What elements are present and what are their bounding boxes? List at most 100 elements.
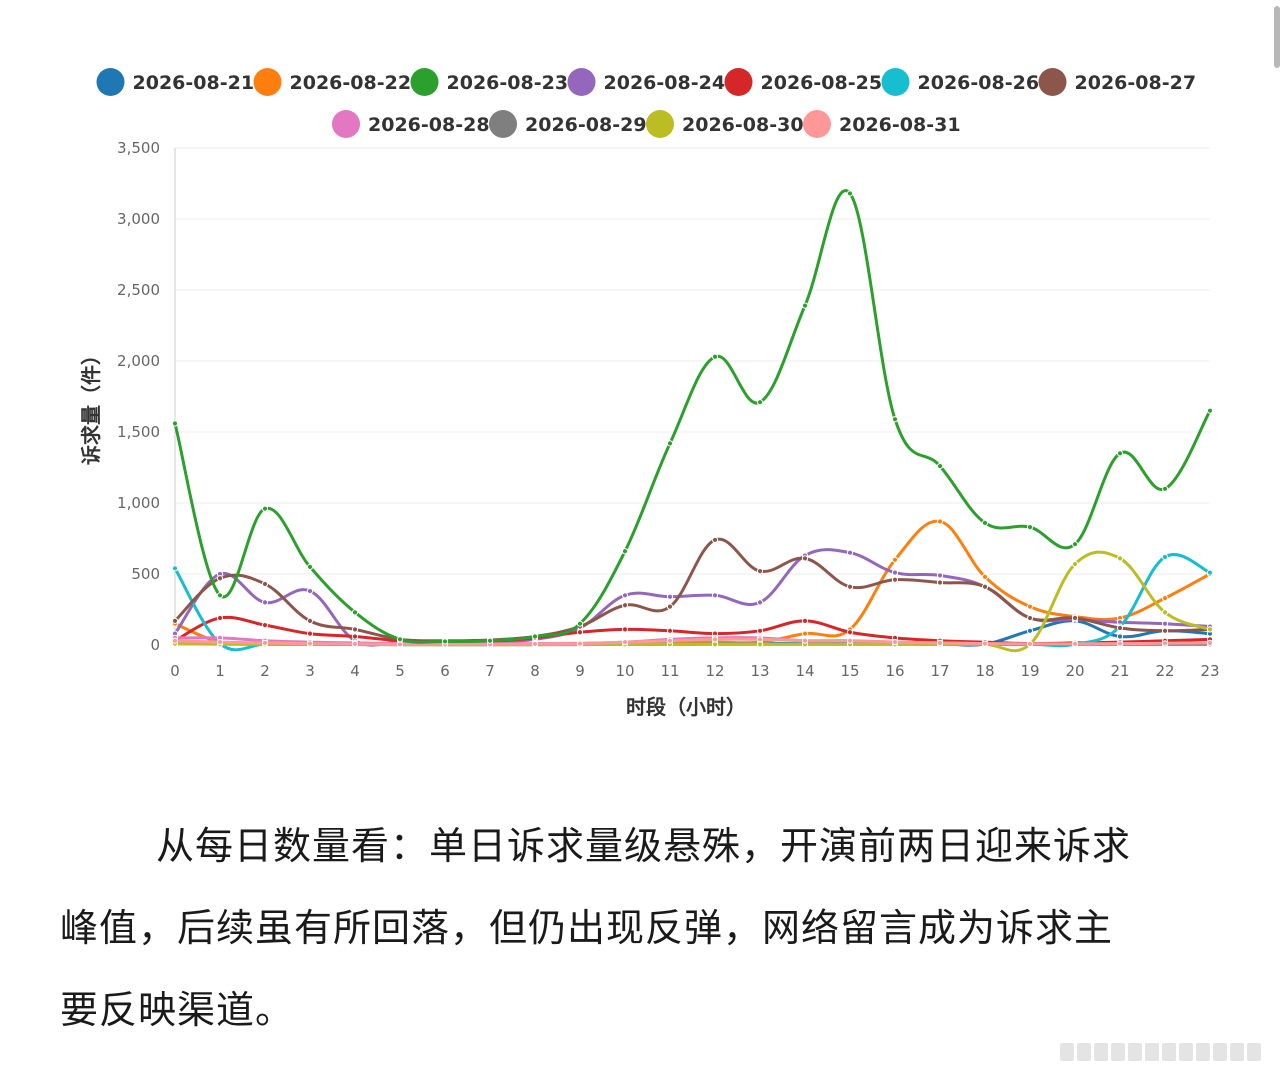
data-point — [351, 626, 359, 633]
data-point — [351, 609, 359, 616]
data-point — [891, 556, 899, 563]
caption-paragraph: 从每日数量看：单日诉求量级悬殊，开演前两日迎来诉求 峰值，后续虽有所回落，但仍出… — [60, 805, 1230, 1051]
legend-marker — [567, 68, 596, 96]
y-tick-label: 0 — [150, 636, 160, 654]
data-point — [351, 640, 359, 647]
data-point — [306, 640, 314, 647]
series-line — [174, 637, 1211, 646]
data-point — [621, 639, 629, 646]
data-point — [1161, 553, 1169, 561]
caption-line-3: 要反映渠道。 — [60, 988, 295, 1032]
y-tick-label: 1,000 — [117, 494, 160, 512]
data-point — [981, 583, 989, 590]
legend-item-2026-08-26[interactable]: 2026-08-26 — [881, 68, 1040, 96]
legend-marker — [489, 110, 517, 138]
x-axis-title: 时段（小时） — [626, 695, 746, 719]
data-point — [261, 622, 269, 629]
x-tick-label: 19 — [1020, 662, 1039, 680]
data-point — [306, 617, 314, 624]
data-point — [216, 639, 224, 646]
x-tick-label: 5 — [395, 662, 405, 680]
legend-item-2026-08-31[interactable]: 2026-08-31 — [803, 110, 961, 138]
data-point — [846, 629, 854, 636]
legend-label: 2026-08-31 — [839, 114, 961, 136]
y-tick-label: 2,000 — [117, 352, 160, 370]
legend-marker — [1038, 68, 1067, 96]
data-point — [801, 637, 809, 644]
vertical-scrollbar[interactable] — [1270, 0, 1284, 1080]
legend-marker — [410, 68, 439, 96]
y-tick-label: 1,500 — [117, 423, 160, 441]
legend-item-2026-08-23[interactable]: 2026-08-23 — [410, 68, 569, 96]
data-point — [171, 637, 179, 644]
legend-item-2026-08-21[interactable]: 2026-08-21 — [96, 68, 255, 96]
x-tick-label: 8 — [530, 662, 540, 680]
legend-label: 2026-08-24 — [604, 72, 726, 94]
x-tick-label: 16 — [885, 662, 904, 680]
data-point — [441, 638, 449, 645]
data-point — [306, 563, 314, 571]
data-point — [1071, 640, 1079, 647]
data-point — [1116, 555, 1124, 562]
data-point — [171, 617, 179, 624]
data-point — [351, 633, 359, 640]
data-point — [1026, 640, 1034, 647]
data-point — [1026, 603, 1034, 610]
legend-marker — [803, 110, 831, 138]
legend-item-2026-08-24[interactable]: 2026-08-24 — [567, 68, 726, 96]
data-point — [216, 592, 224, 599]
x-tick-label: 20 — [1065, 662, 1084, 680]
data-point — [756, 599, 764, 606]
data-point — [621, 626, 629, 633]
legend-marker — [646, 110, 674, 138]
legend-item-2026-08-25[interactable]: 2026-08-25 — [724, 68, 883, 96]
x-tick-label: 21 — [1110, 662, 1129, 680]
x-tick-label: 3 — [305, 662, 315, 680]
data-point — [711, 636, 719, 643]
data-point — [756, 641, 764, 648]
data-point — [801, 617, 809, 624]
data-point — [666, 627, 674, 634]
data-point — [621, 548, 629, 555]
data-point — [756, 636, 764, 643]
data-point — [666, 593, 674, 600]
legend-item-2026-08-29[interactable]: 2026-08-29 — [489, 110, 647, 138]
y-tick-label: 2,500 — [117, 281, 160, 299]
x-tick-label: 12 — [705, 662, 724, 680]
data-point — [306, 630, 314, 637]
line-chart: 2026-08-21 2026-08-22 2026-08-23 2026-08-24… — [79, 68, 1220, 719]
chart-legend: 2026-08-21 2026-08-22 2026-08-23 2026-08-24… — [96, 68, 1197, 138]
legend-label: 2026-08-21 — [133, 72, 255, 94]
legend-item-2026-08-28[interactable]: 2026-08-28 — [332, 110, 490, 138]
data-point — [711, 641, 719, 648]
data-point — [1161, 609, 1169, 616]
data-point — [936, 462, 944, 470]
data-point — [801, 630, 809, 637]
y-tick-label: 3,500 — [117, 139, 160, 157]
legend-item-2026-08-27[interactable]: 2026-08-27 — [1038, 68, 1197, 96]
legend-label: 2026-08-29 — [525, 114, 647, 136]
data-point — [1161, 627, 1169, 634]
x-tick-label: 18 — [975, 662, 994, 680]
legend-marker — [881, 68, 910, 96]
data-point — [261, 580, 269, 588]
scrollbar-thumb[interactable] — [1274, 6, 1280, 68]
data-point — [711, 536, 719, 544]
legend-label: 2026-08-28 — [368, 114, 490, 136]
y-axis-ticks: 0 500 1,000 1,500 2,000 2,500 3,000 3,500 — [117, 139, 160, 654]
x-tick-label: 6 — [440, 662, 450, 680]
data-point — [801, 555, 809, 562]
series-2026-08-23 — [171, 189, 1214, 645]
data-point — [936, 579, 944, 586]
legend-item-2026-08-22[interactable]: 2026-08-22 — [253, 68, 412, 96]
legend-item-2026-08-30[interactable]: 2026-08-30 — [646, 110, 804, 138]
data-point — [666, 603, 674, 610]
data-point — [981, 519, 989, 526]
data-point — [261, 505, 269, 512]
data-point — [1026, 614, 1034, 622]
x-tick-label: 13 — [750, 662, 769, 680]
data-point — [846, 190, 854, 197]
data-point — [261, 639, 269, 646]
data-point — [531, 633, 539, 640]
data-point — [216, 614, 224, 622]
